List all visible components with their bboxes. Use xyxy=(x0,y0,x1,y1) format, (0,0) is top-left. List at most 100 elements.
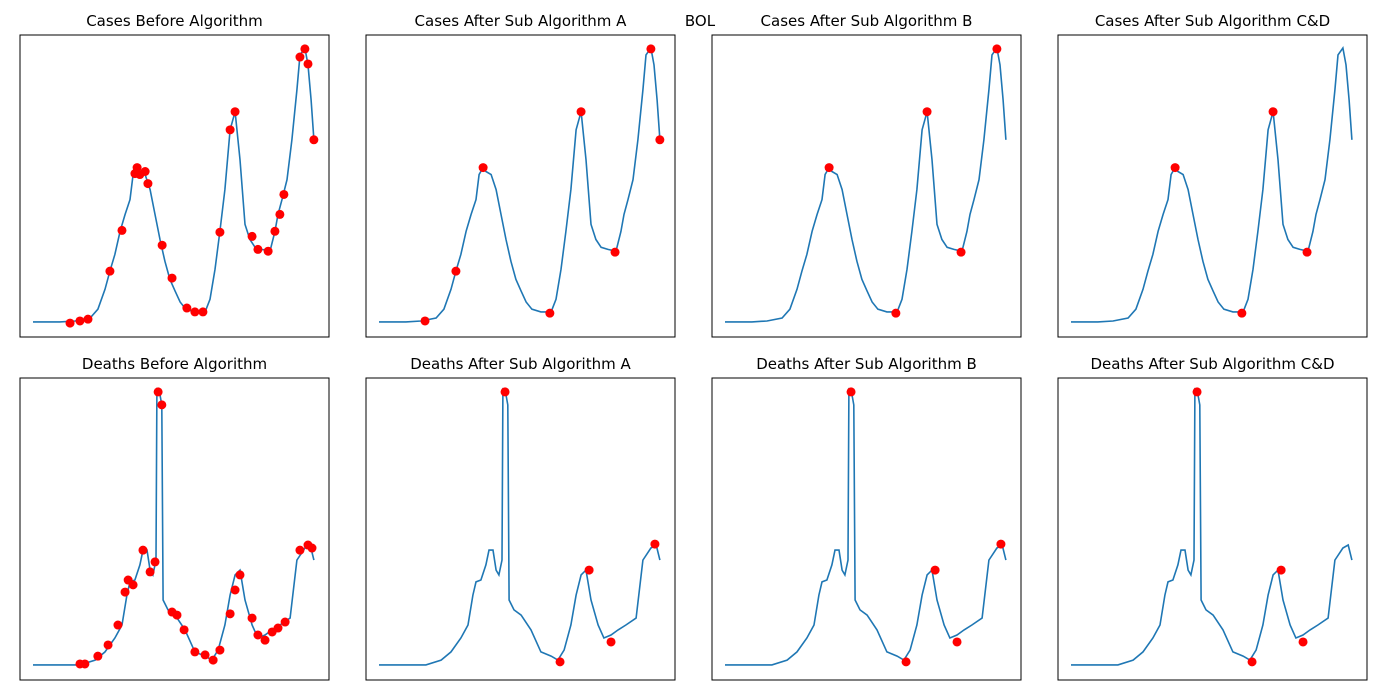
peak-point xyxy=(120,587,130,597)
subplot-title: Deaths Before Algorithm xyxy=(82,355,267,373)
peak-point xyxy=(606,637,616,647)
peak-point xyxy=(143,179,153,189)
axes-frame xyxy=(365,34,676,338)
peak-point xyxy=(307,543,317,553)
peak-point xyxy=(145,567,155,577)
line xyxy=(725,387,1007,666)
peak-point xyxy=(263,246,273,256)
peak-point xyxy=(103,640,113,650)
peak-point xyxy=(952,637,962,647)
peak-point xyxy=(451,266,461,276)
peak-point xyxy=(1170,163,1180,173)
peak-point xyxy=(555,657,565,667)
axes-frame xyxy=(711,377,1022,681)
subplot-title: Cases After Sub Algorithm A xyxy=(415,12,628,30)
peak-point xyxy=(545,308,555,318)
peak-point xyxy=(930,565,940,575)
axes-frame xyxy=(365,377,676,681)
peak-point xyxy=(132,163,142,173)
peak-point xyxy=(253,244,263,254)
peak-point xyxy=(117,225,127,235)
peak-point xyxy=(105,266,115,276)
peak-point xyxy=(309,135,319,145)
line xyxy=(33,387,315,666)
peak-point xyxy=(610,247,620,257)
peak-point xyxy=(901,657,911,667)
subplot-title: Cases After Sub Algorithm B xyxy=(761,12,973,30)
axes-frame xyxy=(19,34,330,338)
peak-point xyxy=(646,44,656,54)
peak-point xyxy=(1302,247,1312,257)
peak-point xyxy=(846,387,856,397)
axes-frame xyxy=(1057,34,1368,338)
subplot-title: Deaths After Sub Algorithm B xyxy=(756,355,977,373)
peak-point xyxy=(270,226,280,236)
peak-point xyxy=(83,314,93,324)
subplot-title: Cases Before Algorithm xyxy=(86,12,263,30)
peak-point xyxy=(273,623,283,633)
peak-point xyxy=(140,167,150,177)
peak-point xyxy=(1237,308,1247,318)
peak-point xyxy=(992,44,1002,54)
peak-point xyxy=(247,231,257,241)
peak-point xyxy=(1276,565,1286,575)
peak-point xyxy=(253,630,263,640)
line xyxy=(725,45,1007,323)
peak-point xyxy=(230,585,240,595)
peak-point xyxy=(824,163,834,173)
peak-point xyxy=(996,539,1006,549)
peak-point xyxy=(235,570,245,580)
peak-point xyxy=(279,189,289,199)
peak-point xyxy=(478,163,488,173)
peak-point xyxy=(153,387,163,397)
peak-point xyxy=(190,647,200,657)
peak-point xyxy=(93,651,103,661)
peak-point xyxy=(922,107,932,117)
peak-point xyxy=(150,557,160,567)
peak-point xyxy=(190,307,200,317)
peak-point xyxy=(260,635,270,645)
subplot-title: Cases After Sub Algorithm C&D xyxy=(1095,12,1330,30)
peak-point xyxy=(576,107,586,117)
peak-point xyxy=(650,539,660,549)
peak-point xyxy=(956,247,966,257)
peak-point xyxy=(303,59,313,69)
peak-point xyxy=(225,125,235,135)
peak-point xyxy=(891,308,901,318)
peak-point xyxy=(208,655,218,665)
peak-point xyxy=(157,400,167,410)
line xyxy=(379,45,661,323)
peak-point xyxy=(225,609,235,619)
subplot-title: Deaths After Sub Algorithm A xyxy=(410,355,631,373)
peak-point xyxy=(1192,387,1202,397)
peak-point xyxy=(1268,107,1278,117)
peak-point xyxy=(179,625,189,635)
peak-point xyxy=(655,135,665,145)
peak-point xyxy=(215,227,225,237)
peak-point xyxy=(128,580,138,590)
peak-point xyxy=(1247,657,1257,667)
peak-point xyxy=(198,307,208,317)
peak-point xyxy=(500,387,510,397)
peak-point xyxy=(275,209,285,219)
peak-point xyxy=(80,659,90,669)
peak-point xyxy=(420,316,430,326)
axes-frame xyxy=(19,377,330,681)
line xyxy=(379,387,661,666)
peak-point xyxy=(138,545,148,555)
peak-point xyxy=(300,44,310,54)
peak-point xyxy=(1298,637,1308,647)
peak-point xyxy=(75,316,85,326)
line xyxy=(1071,387,1353,666)
peak-point xyxy=(200,650,210,660)
peak-point xyxy=(230,107,240,117)
peak-point xyxy=(113,620,123,630)
peak-point xyxy=(167,273,177,283)
axes-frame xyxy=(711,34,1022,338)
figure-title: BOL xyxy=(685,12,716,30)
peak-point xyxy=(584,565,594,575)
peak-point xyxy=(295,52,305,62)
peak-point xyxy=(182,303,192,313)
axes-frame xyxy=(1057,377,1368,681)
